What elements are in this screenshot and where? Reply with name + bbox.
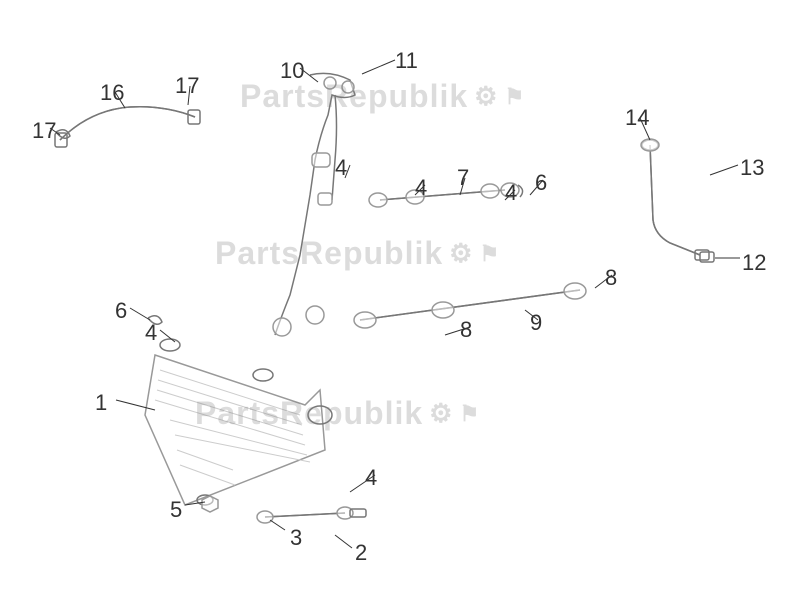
callout-2: 2 (355, 540, 367, 566)
callout-12: 12 (742, 250, 766, 276)
gear-icon: ⚙ (429, 398, 453, 429)
leader-line (335, 535, 352, 548)
callout-4: 4 (365, 465, 377, 491)
flag-icon: ⚑ (504, 84, 525, 110)
gear-icon: ⚙ (474, 81, 498, 112)
callout-4: 4 (335, 155, 347, 181)
callout-13: 13 (740, 155, 764, 181)
callout-1: 1 (95, 390, 107, 416)
part-spacer-bottom (250, 505, 370, 535)
callout-6: 6 (115, 298, 127, 324)
part-radiator (135, 320, 345, 520)
callout-9: 9 (530, 310, 542, 336)
callout-5: 5 (170, 497, 182, 523)
callout-4: 4 (505, 180, 517, 206)
callout-4: 4 (415, 175, 427, 201)
callout-8: 8 (460, 317, 472, 343)
gear-icon: ⚙ (449, 238, 473, 269)
callout-7: 7 (457, 165, 469, 191)
leader-line (130, 308, 150, 320)
part-hose-left (50, 95, 205, 155)
flag-icon: ⚑ (479, 241, 500, 267)
callout-14: 14 (625, 105, 649, 131)
callout-16: 16 (100, 80, 124, 106)
diagram-container: 1234444456678891011121314161717 PartsRep… (0, 0, 802, 602)
callout-17: 17 (32, 118, 56, 144)
part-pipe-right (615, 135, 710, 280)
callout-11: 11 (395, 48, 418, 74)
flag-icon: ⚑ (459, 401, 480, 427)
callout-8: 8 (605, 265, 617, 291)
leader-line (710, 165, 738, 175)
callout-17: 17 (175, 73, 199, 99)
callout-10: 10 (280, 58, 304, 84)
callout-4: 4 (145, 320, 157, 346)
callout-3: 3 (290, 525, 302, 551)
part-hose-right (350, 280, 610, 330)
callout-6: 6 (535, 170, 547, 196)
